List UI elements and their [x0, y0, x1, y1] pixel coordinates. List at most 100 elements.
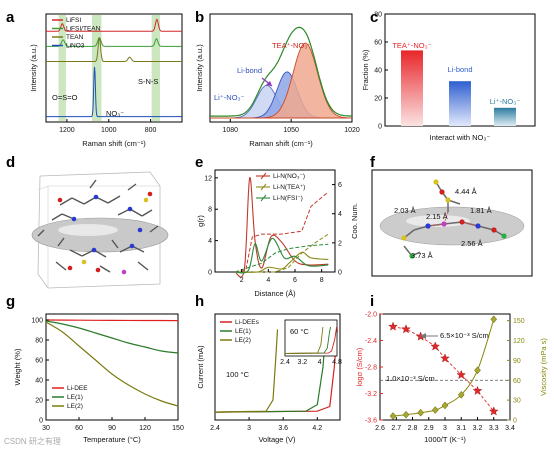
structure-atom [441, 221, 447, 227]
panel-i-xlabel: 1000/T (K⁻¹) [424, 435, 466, 444]
panel-h-inset-frame [284, 319, 338, 357]
molecule-bond [127, 183, 137, 191]
panel-a-xtick-label: 800 [145, 127, 157, 134]
panel-e-legend-label: Li-N(NO₃⁻) [273, 173, 305, 180]
panel-h-inset-curves: 2.4 3.2 4 4.8 [280, 326, 342, 366]
panel-i-conductivity-point [472, 385, 483, 395]
panel-g-tga-curve [45, 321, 179, 407]
molecule-bond [107, 195, 121, 204]
panel-g-frame [45, 313, 179, 421]
panel-c-ytick-label: 60 [374, 40, 382, 47]
panel-e-xtick-label: 8 [320, 277, 324, 284]
panel-g-legend-label: LE(1) [67, 394, 83, 401]
panel-e-legend-slash [260, 172, 267, 180]
panel-g-xtick-label: 120 [139, 425, 151, 432]
panel-h-temp-100: 100 °C [226, 370, 250, 379]
panel-e-xlabel: Distance (Å) [254, 289, 296, 298]
panel-a-highlights [58, 15, 161, 121]
panel-g-ytick-label: 20 [35, 398, 43, 405]
panel-a-highlight-band [151, 15, 161, 121]
panel-e-cn-curve [234, 191, 329, 273]
panel-b-xlabel: Raman shift (cm⁻¹) [249, 139, 313, 148]
panel-i-ytick-label: -3.6 [365, 418, 377, 425]
panel-d-md-snapshot [31, 171, 169, 289]
structure-interaction [461, 221, 479, 227]
panel-i-viscosity-point [431, 406, 439, 414]
panel-b-fit-component [210, 42, 353, 119]
panel-label-c: c [370, 9, 378, 26]
panel-b-fits [210, 26, 353, 119]
panel-e-y2tick-label: 4 [338, 211, 342, 218]
molecule-bond [93, 249, 107, 258]
molecule-atom [127, 206, 133, 212]
panel-c-bar [401, 50, 423, 126]
structure-atom [459, 219, 465, 225]
panel-e-y2label: Coo. Num. [350, 203, 359, 239]
panel-e-ytick-label: 8 [208, 207, 212, 214]
panel-i-xtick-label: 2.6 [375, 425, 385, 432]
structure-interaction [427, 223, 445, 227]
panel-label-g: g [6, 293, 15, 310]
panel-h-frame [214, 313, 341, 421]
panel-i-ytick-label: -2.8 [365, 365, 377, 372]
panel-label-e: e [195, 154, 203, 171]
panel-b-x-ticks: 1080 1050 1020 [222, 119, 360, 134]
bond-length-3: 2.15 Å [426, 212, 448, 221]
panel-i-viscosity-point [490, 315, 498, 324]
bond-length-2: 2.03 Å [394, 206, 416, 215]
panel-e-legend: Li-N(NO₃⁻) Li-N(TEA⁺) Li-N(FSI⁻) [256, 172, 305, 202]
molecule-bond [71, 197, 85, 205]
panel-h-xtick-label: 2.4 [210, 425, 220, 432]
panel-d-molecules [37, 179, 159, 275]
panel-g-legend: Li-DEE LE(1) LE(2) [52, 385, 88, 410]
panel-label-a: a [6, 9, 15, 26]
panel-i-ytick-label: -2.0 [365, 312, 377, 319]
panel-h: Li-DEEs LE(1) LE(2) 100 °C 60 °C 2.4 3.2 4 4.… [196, 313, 342, 444]
panel-b-xtick-label: 1020 [344, 127, 360, 134]
panel-g-xtick-label: 150 [172, 425, 184, 432]
panel-i-xtick-label: 2.7 [391, 425, 401, 432]
panel-e-legend-slash [260, 183, 267, 191]
panel-e-legend-label: Li-N(FSI⁻) [273, 195, 303, 202]
panel-label-f: f [370, 154, 376, 171]
panel-g-legend-label: LE(2) [67, 403, 83, 410]
panel-c-ytick-label: 40 [374, 68, 382, 75]
panel-c-ylabel: Fraction (%) [361, 49, 370, 90]
panel-e-y2tick-label: 0 [338, 270, 342, 277]
panel-i-xtick-label: 2.8 [408, 425, 418, 432]
panel-b-arrowhead [266, 81, 272, 86]
panel-h-inset-tick-label: 3.2 [297, 359, 307, 366]
panel-i-viscosity-point [389, 412, 397, 420]
panel-i-annotation-low: 1.0×10⁻³ S/cm [386, 374, 435, 383]
structure-atom [501, 233, 507, 239]
structure-atom [491, 227, 497, 233]
panel-g-ytick-label: 100 [31, 318, 43, 325]
panel-e-gr-curve [234, 237, 329, 274]
panel-g-xtick-label: 90 [108, 425, 116, 432]
molecule-bond [57, 237, 65, 247]
panel-label-d: d [6, 154, 15, 171]
panel-a-xlabel: Raman shift (cm⁻¹) [82, 139, 146, 148]
bond-length-6: 3.73 Å [411, 251, 433, 260]
panel-i-ytick-label: -3.2 [365, 391, 377, 398]
panel-i-xtick-label: 3 [443, 425, 447, 432]
panel-a-highlight-band [92, 15, 102, 121]
panel-a-legend-label: TEAN [66, 34, 84, 41]
panel-h-xlabel: Voltage (V) [258, 435, 296, 444]
panel-h-inset-curve [284, 326, 324, 354]
panel-a-spectrum-line [46, 37, 182, 62]
panel-i-conductivity-line [392, 326, 495, 412]
structure-atom [445, 197, 451, 203]
panel-a-legend-label: LiNO3 [66, 43, 85, 50]
molecule-atom [137, 227, 143, 233]
molecule-bond [37, 229, 45, 237]
panel-i-y2label: Viscosity (mPa s) [539, 338, 548, 396]
molecule-atom [121, 269, 127, 275]
panel-h-temp-60: 60 °C [290, 327, 309, 336]
panel-i-arrowhead [420, 333, 426, 339]
panel-g-xtick-label: 30 [42, 425, 50, 432]
panel-i-conductivity-point [488, 406, 499, 416]
panel-e-legend-label: Li-N(TEA⁺) [273, 184, 305, 191]
